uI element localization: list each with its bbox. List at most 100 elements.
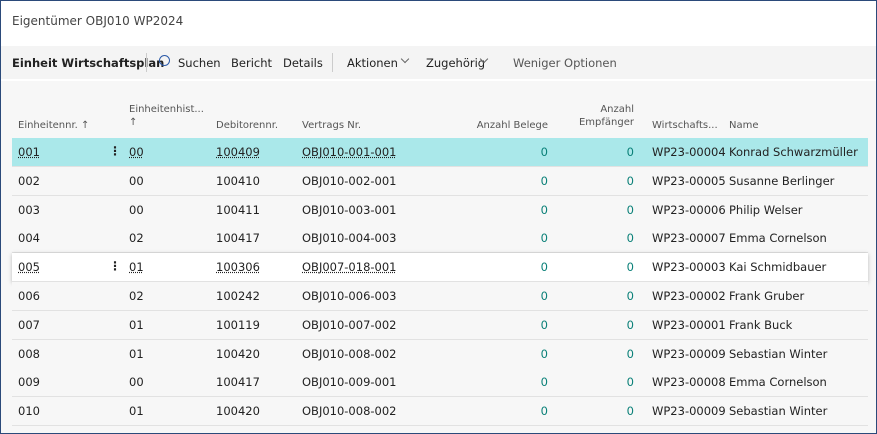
cell: 0 <box>541 174 548 188</box>
cell: 0 <box>627 203 634 217</box>
cell: 0 <box>627 375 634 389</box>
cell: 0 <box>627 145 634 159</box>
toolbar-menu[interactable]: Zugehörig <box>426 56 485 70</box>
cell: Frank Gruber <box>729 289 804 303</box>
cell: OBJ010-001-001 <box>302 145 396 159</box>
toolbar-menu[interactable]: Aktionen <box>347 56 398 70</box>
column-header[interactable]: Einheitennr. ↑ <box>18 119 89 132</box>
tab-active[interactable]: Einheit Wirtschaftsplan <box>12 56 164 70</box>
cell: 004 <box>18 231 40 245</box>
cell: OBJ010-009-001 <box>302 375 396 389</box>
cell: 00 <box>129 375 144 389</box>
cell: OBJ010-006-003 <box>302 289 396 303</box>
cell: 100417 <box>216 375 260 389</box>
cell: 0 <box>627 231 634 245</box>
cell: WP23-00008 <box>652 375 726 389</box>
chevron <box>401 55 409 63</box>
cell: 0 <box>541 404 548 418</box>
cell: WP23-00009 <box>652 347 726 361</box>
toolbar-button[interactable]: Bericht <box>231 56 272 70</box>
toolbar-button[interactable]: Details <box>283 56 323 70</box>
cell: 010 <box>18 404 40 418</box>
cell: 100119 <box>216 318 260 332</box>
table: Einheitennr. ↑ Einheitenhist... ↑ Debitore… <box>1 81 876 433</box>
search-icon <box>159 55 170 66</box>
cell: 100242 <box>216 289 260 303</box>
cell: 100420 <box>216 404 260 418</box>
cell: Emma Cornelson <box>729 375 827 389</box>
cell: 01 <box>129 347 144 361</box>
cell: 00 <box>129 145 144 159</box>
cell: Philip Welser <box>729 203 803 217</box>
cell: 0 <box>627 289 634 303</box>
cell: 0 <box>541 203 548 217</box>
cell: 0 <box>627 260 634 274</box>
cell: 0 <box>541 145 548 159</box>
cell: 00 <box>129 203 144 217</box>
cell: WP23-00006 <box>652 203 726 217</box>
cell: 0 <box>627 347 634 361</box>
cell: OBJ010-007-002 <box>302 318 396 332</box>
toolbar: Einheit Wirtschaftsplan Suchen Bericht Deta… <box>1 46 876 79</box>
cell: 100420 <box>216 347 260 361</box>
cell: 0 <box>541 231 548 245</box>
cell: Kai Schmidbauer <box>729 260 826 274</box>
cell: OBJ010-002-001 <box>302 174 396 188</box>
column-header[interactable]: Name <box>729 119 759 132</box>
cell: 100409 <box>216 145 260 159</box>
cell: 01 <box>129 260 144 274</box>
cell: 0 <box>541 318 548 332</box>
toolbar-button[interactable]: Suchen <box>178 56 221 70</box>
toolbar-button[interactable]: Weniger Optionen <box>513 56 617 70</box>
cell: 00 <box>129 174 144 188</box>
cell: 0 <box>541 375 548 389</box>
column-header[interactable]: Anzahl Empfänger <box>579 103 634 129</box>
cell: WP23-00001 <box>652 318 726 332</box>
cell: OBJ010-004-003 <box>302 231 396 245</box>
cell: 005 <box>18 260 40 274</box>
cell: 008 <box>18 347 40 361</box>
separator <box>332 53 333 72</box>
cell: WP23-00005 <box>652 174 726 188</box>
cell: 100411 <box>216 203 260 217</box>
cell: WP23-00009 <box>652 404 726 418</box>
cell: 003 <box>18 203 40 217</box>
cell: WP23-00002 <box>652 289 726 303</box>
column-header[interactable]: Wirtschafts... <box>652 119 718 132</box>
cell: WP23-00004 <box>652 145 726 159</box>
cell: 100417 <box>216 231 260 245</box>
cell: 0 <box>627 404 634 418</box>
column-header[interactable]: Debitorennr. <box>216 119 278 132</box>
cell: 02 <box>129 231 144 245</box>
column-header[interactable]: Anzahl Belege <box>477 119 548 132</box>
cell: WP23-00003 <box>652 260 726 274</box>
cell: 0 <box>627 318 634 332</box>
column-header[interactable]: Einheitenhist... ↑ <box>129 103 204 129</box>
cell: 006 <box>18 289 40 303</box>
cell: Susanne Berlinger <box>729 174 834 188</box>
cell: OBJ010-008-002 <box>302 404 396 418</box>
cell: 01 <box>129 318 144 332</box>
cell: 100410 <box>216 174 260 188</box>
cell: 002 <box>18 174 40 188</box>
cell: OBJ010-008-002 <box>302 347 396 361</box>
cell: 02 <box>129 289 144 303</box>
cell: 100306 <box>216 260 260 274</box>
cell: Emma Cornelson <box>729 231 827 245</box>
column-header[interactable]: Vertrags Nr. <box>302 119 361 132</box>
cell: 0 <box>541 260 548 274</box>
cell: OBJ010-003-001 <box>302 203 396 217</box>
cell: 0 <box>541 289 548 303</box>
page-title: Eigentümer OBJ010 WP2024 <box>12 14 183 28</box>
cell: 0 <box>627 174 634 188</box>
row-menu[interactable]: ⋮ <box>109 144 121 158</box>
cell: Sebastian Winter <box>729 347 827 361</box>
cell: Sebastian Winter <box>729 404 827 418</box>
row-menu[interactable]: ⋮ <box>109 259 121 273</box>
cell: 0 <box>541 347 548 361</box>
cell: 007 <box>18 318 40 332</box>
cell: OBJ007-018-001 <box>302 260 396 274</box>
cell: 01 <box>129 404 144 418</box>
separator <box>146 53 147 72</box>
